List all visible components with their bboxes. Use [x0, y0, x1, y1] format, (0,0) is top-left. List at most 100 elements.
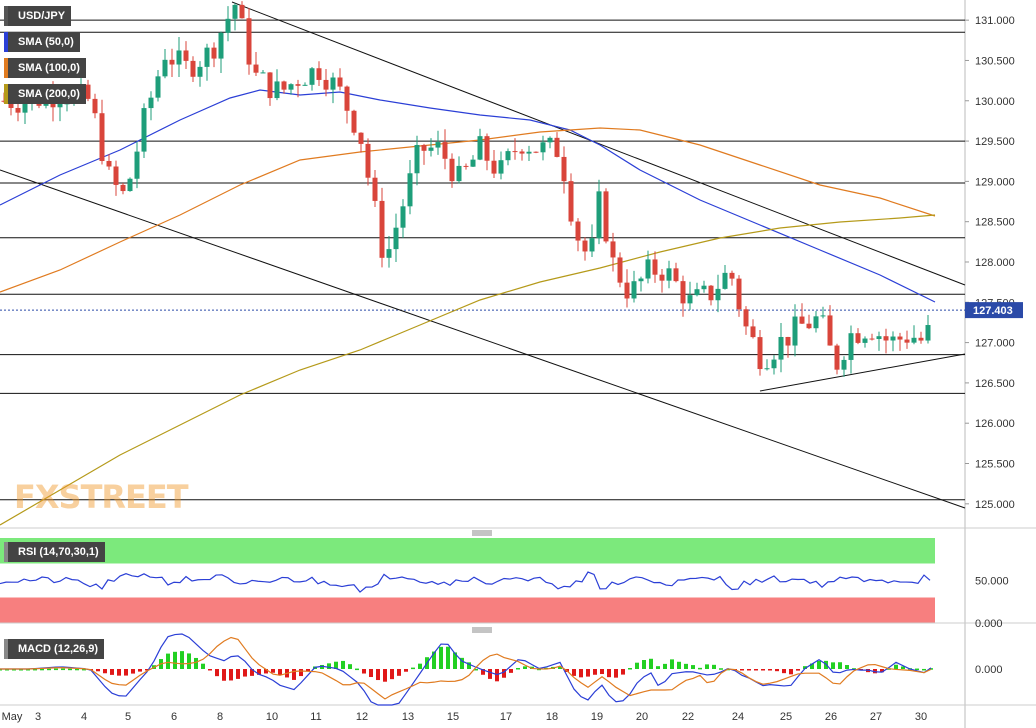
macd-histogram-bar — [418, 663, 422, 669]
candle-body — [813, 316, 819, 329]
x-tick-label: 24 — [732, 711, 744, 723]
x-tick-label: 4 — [81, 711, 87, 723]
macd-histogram-bar — [110, 669, 114, 675]
macd-histogram-bar — [719, 668, 723, 670]
candle-body — [295, 84, 301, 86]
fxstreet-watermark: FXSTREET — [14, 478, 189, 516]
x-tick-label: 5 — [125, 711, 131, 723]
macd-histogram-bar — [432, 651, 436, 669]
macd-histogram-bar — [117, 669, 121, 676]
macd-histogram-bar — [929, 668, 933, 670]
candle-body — [764, 368, 770, 370]
candle-body — [848, 333, 854, 360]
sma100-tag[interactable]: SMA (100,0) — [4, 58, 86, 78]
macd-histogram-bar — [789, 669, 793, 675]
sma50-tag[interactable]: SMA (50,0) — [4, 32, 80, 52]
candle-body — [316, 68, 322, 80]
candle-body — [911, 337, 917, 343]
candle-body — [827, 315, 833, 346]
candle-body — [204, 47, 210, 67]
macd-histogram-bar — [845, 665, 849, 669]
macd-histogram-bar — [40, 668, 44, 671]
macd-tag[interactable]: MACD (12,26,9) — [4, 639, 105, 659]
macd-histogram-bar — [103, 669, 107, 674]
candle-body — [925, 325, 931, 341]
candle-body — [694, 289, 700, 296]
macd-histogram-bar — [166, 653, 170, 669]
macd-histogram-bar — [124, 669, 128, 676]
macd-histogram-bar — [341, 660, 345, 669]
macd-histogram-bar — [369, 669, 373, 678]
macd-histogram-bar — [264, 669, 268, 674]
candle-body — [596, 191, 602, 239]
candle-body — [701, 285, 707, 290]
sma200-tag[interactable]: SMA (200,0) — [4, 84, 86, 104]
candle-body — [750, 326, 756, 338]
macd-histogram-bar — [96, 669, 100, 672]
candle-body — [337, 77, 343, 87]
candle-body — [393, 227, 399, 250]
trendline — [759, 353, 966, 392]
x-axis: May 3 4 5 6 8 10 11 12 13 15 17 18 19 20 22 24 25 26 27 30 — [2, 711, 928, 723]
rsi-tick-label: 0.000 — [975, 618, 1003, 630]
pane-splitters[interactable] — [472, 530, 492, 633]
candle-body — [897, 336, 903, 340]
macd-histogram-bar — [607, 669, 611, 678]
macd-histogram-bar — [222, 669, 226, 681]
macd-histogram-bar — [502, 669, 506, 678]
candle-body — [127, 178, 133, 192]
candle-body — [400, 206, 406, 228]
macd-histogram-bar — [299, 669, 303, 677]
macd-histogram-bar — [572, 669, 576, 676]
candle-body — [806, 323, 812, 329]
macd-histogram-bar — [481, 669, 485, 675]
macd-histogram-bar — [439, 646, 443, 669]
macd-histogram-bar — [901, 666, 905, 669]
sma200-line — [0, 214, 936, 526]
macd-histogram-bar — [831, 662, 835, 669]
candle-body — [162, 59, 168, 77]
macd-histogram-bar — [376, 669, 380, 681]
macd-histogram-bar — [635, 662, 639, 669]
candle-body — [183, 50, 189, 61]
rsi-line — [0, 571, 931, 593]
candle-body — [505, 151, 511, 161]
macd-histogram-bar — [677, 661, 681, 669]
macd-histogram-bar — [621, 669, 625, 675]
candle-body — [232, 4, 238, 19]
macd-histogram-bar — [460, 657, 464, 669]
candle-body — [666, 268, 672, 281]
rsi-tag[interactable]: RSI (14,70,30,1) — [4, 542, 105, 562]
candle-body — [470, 159, 476, 167]
macd-histogram-bar — [138, 669, 142, 672]
macd-tick-label: 0.000 — [975, 664, 1003, 676]
macd-histogram-bar — [383, 669, 387, 682]
macd-histogram-bar — [894, 664, 898, 669]
macd-histogram-bar — [446, 646, 450, 669]
candle-body — [218, 32, 224, 59]
macd-signal-line — [0, 636, 932, 700]
macd-histogram-bar — [593, 669, 597, 675]
macd-histogram-bar — [698, 667, 702, 670]
candle-body — [561, 156, 567, 182]
price-tick-label: 131.000 — [975, 15, 1015, 27]
candle-body — [547, 137, 553, 143]
x-tick-label: 22 — [682, 711, 694, 723]
candle-body — [652, 259, 658, 275]
x-tick-label: 15 — [447, 711, 459, 723]
macd-histogram-bar — [614, 669, 618, 678]
candle-body — [309, 68, 315, 85]
macd-histogram-bar — [663, 663, 667, 669]
macd-histogram-bar — [82, 668, 86, 671]
candle-body — [855, 333, 861, 343]
symbol-tag[interactable]: USD/JPY — [4, 6, 72, 26]
price-tick-label: 129.000 — [975, 176, 1015, 188]
candle-body — [757, 337, 763, 370]
macd-histogram-bar — [817, 660, 821, 669]
x-tick-label: 13 — [402, 711, 414, 723]
candle-body — [267, 72, 273, 99]
candle-body — [680, 281, 686, 304]
candle-body — [386, 249, 392, 258]
x-tick-label: 27 — [870, 711, 882, 723]
